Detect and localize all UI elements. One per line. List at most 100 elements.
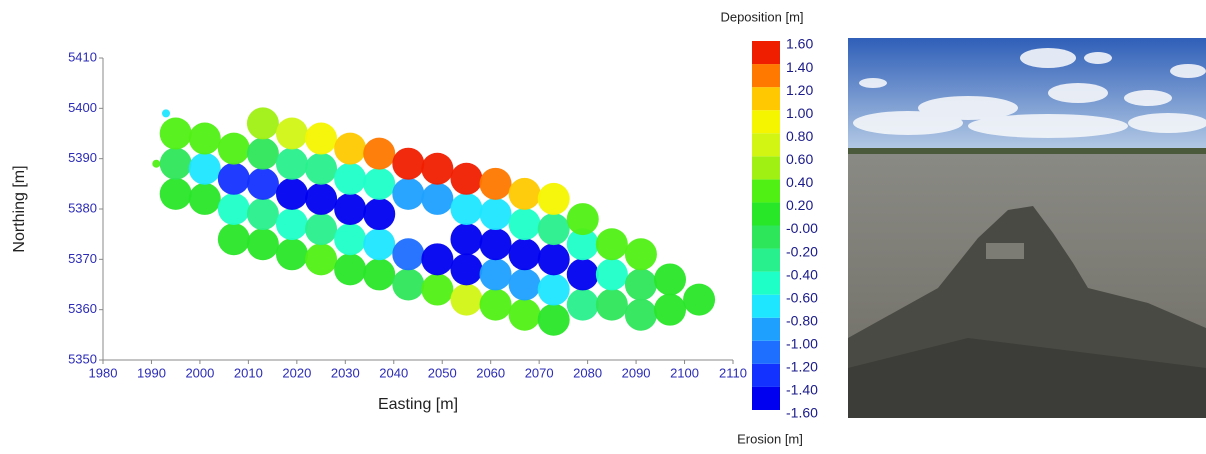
x-tick-label: 2090 — [622, 365, 651, 380]
colorbar-tick-label: 1.00 — [786, 105, 813, 121]
y-tick-label: 5390 — [68, 150, 97, 165]
x-tick-label: 2020 — [282, 365, 311, 380]
colorbar-swatch — [752, 340, 780, 364]
y-tick-label: 5370 — [68, 251, 97, 266]
data-point — [566, 258, 599, 291]
data-point — [508, 177, 541, 210]
y-axis-title: Northing [m] — [11, 165, 28, 252]
colorbar-tick-label: 1.20 — [786, 82, 813, 98]
data-point — [305, 182, 338, 215]
data-point — [188, 122, 221, 155]
data-point — [334, 193, 367, 225]
x-tick-label: 2010 — [234, 365, 263, 380]
data-point — [624, 268, 657, 301]
data-point — [305, 122, 338, 155]
data-point — [334, 162, 367, 195]
colorbar-top-title: Deposition [m] — [720, 9, 803, 24]
data-point — [450, 253, 483, 286]
colorbar-swatch — [752, 41, 780, 65]
colorbar-tick-label: -1.00 — [786, 336, 818, 352]
data-point — [159, 147, 192, 180]
data-point — [363, 137, 396, 170]
colorbar-tick-label: 1.40 — [786, 59, 813, 75]
data-point — [624, 298, 657, 331]
colorbar-swatch — [752, 248, 780, 272]
data-point — [421, 182, 454, 215]
x-tick-label: 2080 — [573, 365, 602, 380]
data-point — [421, 273, 454, 306]
data-point — [450, 283, 483, 316]
data-point — [654, 263, 686, 296]
y-tick-label: 5400 — [68, 100, 97, 115]
data-point — [217, 132, 250, 165]
data-point — [595, 228, 628, 261]
colorbar-swatch — [752, 386, 780, 410]
data-point — [246, 198, 279, 231]
data-point — [421, 243, 454, 276]
colorbar-swatch — [752, 271, 780, 295]
data-point — [305, 243, 338, 276]
colorbar-swatch — [752, 110, 780, 134]
data-point — [152, 159, 161, 168]
colorbar-bottom-title: Erosion [m] — [737, 431, 803, 446]
data-point — [566, 228, 599, 261]
data-point — [624, 238, 657, 271]
data-point — [217, 223, 250, 256]
data-point — [450, 193, 483, 225]
y-tick-label: 5410 — [68, 49, 97, 64]
data-point — [479, 198, 512, 231]
data-point — [537, 213, 570, 246]
colorbar-tick-label: -1.60 — [786, 405, 818, 421]
data-point — [537, 303, 570, 336]
colorbar-tick-label: -0.60 — [786, 289, 818, 305]
data-point — [683, 283, 716, 316]
data-point — [305, 152, 338, 185]
colorbar-tick-label: 0.20 — [786, 197, 813, 213]
chart: Deposition [m] Erosion [m] Easting [m] N… — [11, 9, 818, 446]
colorbar-swatch — [752, 87, 780, 111]
colorbar-swatch — [752, 317, 780, 341]
data-point — [276, 147, 308, 180]
colorbar-tick-label: 1.60 — [786, 36, 813, 52]
data-point — [334, 253, 367, 286]
data-point — [392, 147, 425, 180]
data-point — [566, 288, 599, 321]
data-point — [508, 298, 541, 331]
colorbar-tick-label: 0.60 — [786, 151, 813, 167]
data-point — [537, 273, 570, 306]
colorbar-tick-label: 0.80 — [786, 128, 813, 144]
x-tick-label: 1980 — [89, 365, 118, 380]
colorbar-tick-label: -0.20 — [786, 243, 818, 259]
data-point — [276, 177, 308, 210]
colorbar-swatch — [752, 202, 780, 226]
x-tick-label: 2060 — [476, 365, 505, 380]
data-point — [276, 117, 308, 150]
data-point — [508, 238, 541, 271]
data-point — [654, 293, 686, 326]
data-point — [450, 162, 483, 195]
y-tick-label: 5380 — [68, 200, 97, 215]
data-point — [188, 152, 221, 185]
site-photo — [848, 38, 1206, 418]
data-point — [479, 288, 512, 321]
data-point — [334, 132, 367, 165]
x-axis-title: Easting [m] — [378, 396, 458, 413]
data-point — [392, 238, 425, 271]
colorbar-tick-label: -1.20 — [786, 359, 818, 375]
data-point — [566, 203, 599, 236]
colorbar-tick-label: -0.80 — [786, 312, 818, 328]
data-point — [188, 182, 221, 215]
data-point — [159, 117, 192, 150]
data-point — [479, 228, 512, 261]
colorbar-tick-label: -0.40 — [786, 266, 818, 282]
x-tick-label: 2100 — [670, 365, 699, 380]
data-point — [363, 228, 396, 261]
data-point — [450, 223, 483, 256]
y-tick-label: 5350 — [68, 351, 97, 366]
data-point — [363, 167, 396, 200]
colorbar-tick-label: 0.40 — [786, 174, 813, 190]
data-point — [363, 258, 396, 291]
data-point — [305, 213, 338, 246]
x-tick-label: 1990 — [137, 365, 166, 380]
colorbar-swatch — [752, 363, 780, 387]
